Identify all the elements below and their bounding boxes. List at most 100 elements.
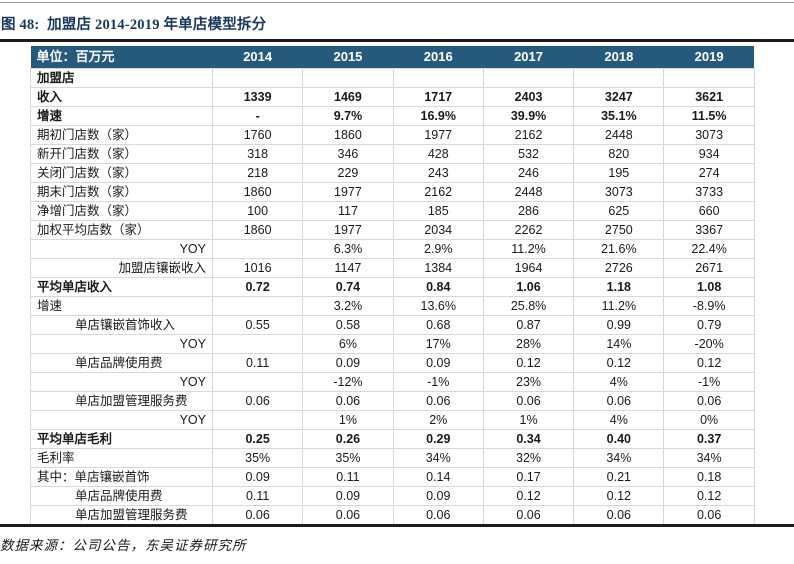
cell-value: 1964 [482,258,575,278]
table-row: 毛利率 35% 35% 34% 32% 34% 34% [30,448,755,468]
table-row: YOY 6% 17% 28% 14% -20% [30,334,755,354]
cell-value: 1977 [392,125,484,145]
cell-value: 1% [482,410,575,430]
cell-value: 1860 [211,220,304,240]
cell-value: 2262 [482,220,575,240]
row-label: 增速 [30,106,213,126]
cell-value [211,68,304,88]
row-label: 平均单店收入 [30,277,213,297]
cell-value [211,410,304,430]
cell-value: -20% [663,334,755,354]
cell-value: 2162 [482,125,575,145]
cell-value: 0.11 [302,467,394,487]
cell-value: 4% [573,410,665,430]
cell-value: 0.09 [302,486,394,506]
table-header: 单位：百万元 2014 2015 2016 2017 2018 2019 [30,46,755,69]
cell-value [211,372,304,392]
row-label: 收入 [30,87,213,107]
cell-value [573,68,665,88]
row-label: 期末门店数（家） [30,182,213,202]
cell-value: 11.5% [663,106,755,126]
row-label: YOY [30,239,213,259]
top-divider [0,2,794,3]
cell-value: 0.06 [573,505,665,525]
cell-value: 2726 [573,258,665,278]
table-row: 平均单店毛利 0.25 0.26 0.29 0.34 0.40 0.37 [30,429,755,449]
cell-value: -12% [302,372,394,392]
cell-value: 2448 [482,182,575,202]
cell-value: 2671 [663,258,755,278]
cell-value: 14% [573,334,665,354]
cell-value: 117 [302,201,394,221]
cell-value: 1384 [392,258,484,278]
cell-value: 274 [663,163,755,183]
cell-value: 0.58 [302,315,394,335]
cell-value: 1860 [302,125,394,145]
cell-value: 16.9% [392,106,484,126]
table-row: 期初门店数（家） 1760 1860 1977 2162 2448 3073 [30,125,755,145]
cell-value: 2403 [482,87,575,107]
cell-value: 35.1% [573,106,665,126]
cell-value: 0.11 [211,486,304,506]
cell-value: 1339 [211,87,304,107]
row-label: YOY [30,410,213,430]
cell-value: 0.29 [392,429,484,449]
row-label: 单店品牌使用费 [30,353,213,373]
cell-value: 218 [211,163,304,183]
cell-value: -1% [392,372,484,392]
cell-value: 3621 [663,87,755,107]
table-row: 增速 -9.7% 16.9% 39.9% 35.1% 11.5% [30,106,755,126]
cell-value: 0.25 [211,429,304,449]
year-header-cell: 2017 [483,46,574,69]
cell-value: 246 [482,163,575,183]
cell-value: 13.6% [392,296,484,316]
cell-value: 0.14 [392,467,484,487]
cell-value: 1016 [211,258,304,278]
table-row: YOY 1% 2% 1% 4% 0% [30,410,755,430]
cell-value: 0.84 [392,277,484,297]
cell-value: 0.40 [573,429,665,449]
table-row: 单店加盟管理服务费 0.06 0.06 0.06 0.06 0.06 0.06 [30,391,755,411]
cell-value: 4% [573,372,665,392]
cell-value: 6% [302,334,394,354]
row-label: 加权平均店数（家） [30,220,213,240]
cell-value: 22.4% [663,239,755,259]
row-label: 期初门店数（家） [30,125,213,145]
table-row: 增速 3.2% 13.6% 25.8% 11.2% -8.9% [30,296,755,316]
cell-value: 625 [573,201,665,221]
cell-value: 820 [573,144,665,164]
cell-value: 532 [482,144,575,164]
cell-value: 3073 [663,125,755,145]
cell-value: 0.72 [211,277,304,297]
row-label: 毛利率 [30,448,213,468]
row-label: 增速 [30,296,213,316]
cell-value: 0.12 [663,486,755,506]
cell-value: 11.2% [482,239,575,259]
cell-value: 1.18 [573,277,665,297]
table-row: 净增门店数（家） 100 117 185 286 625 660 [30,201,755,221]
cell-value: 11.2% [573,296,665,316]
cell-value: 34% [392,448,484,468]
cell-value: 2034 [392,220,484,240]
cell-value: -1% [663,372,755,392]
cell-value: 0.12 [663,353,755,373]
cell-value: 3367 [663,220,755,240]
title-divider-rule [0,39,794,42]
cell-value [663,68,755,88]
table-row: 单店加盟管理服务费 0.06 0.06 0.06 0.06 0.06 0.06 [30,505,755,525]
cell-value [211,334,304,354]
row-label: 其中：单店镶嵌首饰 [30,467,213,487]
cell-value: 3733 [663,182,755,202]
data-source-note: 数据来源：公司公告，东吴证券研究所 [0,538,247,554]
cell-value: 3247 [573,87,665,107]
cell-value: 0.06 [663,505,755,525]
table-row: 其中：单店镶嵌首饰 0.09 0.11 0.14 0.17 0.21 0.18 [30,467,755,487]
cell-value: 660 [663,201,755,221]
cell-value: 195 [573,163,665,183]
cell-value: 2.9% [392,239,484,259]
cell-value: 934 [663,144,755,164]
cell-value [482,68,575,88]
cell-value: 23% [482,372,575,392]
cell-value [302,68,394,88]
